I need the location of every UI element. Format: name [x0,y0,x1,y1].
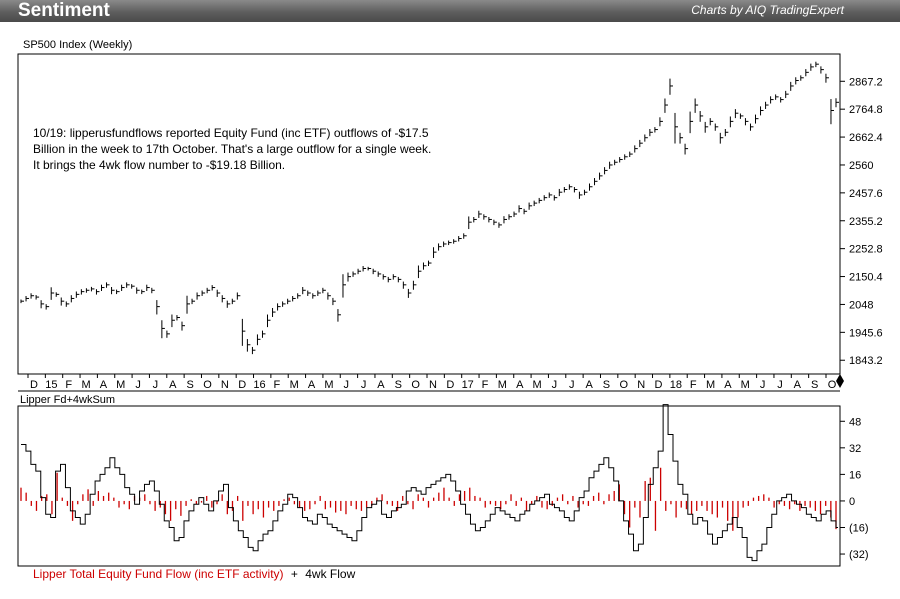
four-week-flow-line [21,404,838,562]
x-tick-label: A [100,379,108,391]
flow-panel-title: Lipper Fd+4wkSum [20,394,115,406]
x-tick-label: 18 [670,379,682,391]
x-tick-label: 17 [462,379,474,391]
credit-text: Charts by AIQ TradingExpert [691,3,844,17]
x-tick-label: 16 [253,379,265,391]
x-tick-label: J [344,379,350,391]
x-tick-label: F [482,379,489,391]
price-y-tick-label: 2662.4 [849,132,883,144]
title-bar: Sentiment Charts by AIQ TradingExpert [0,0,900,22]
legend-4wk-label: 4wk Flow [305,567,355,581]
x-tick-label: S [395,379,402,391]
x-tick-label: M [116,379,125,391]
x-tick-label: O [620,379,629,391]
axis-marker-up [836,374,844,381]
x-tick-label: D [238,379,246,391]
annotation-line-1: 10/19: lipperusfundflows reported Equity… [33,126,429,140]
price-series [20,61,839,355]
x-tick-label: M [533,379,542,391]
x-tick-label: A [169,379,177,391]
date-x-axis: D 15 F M A M J J A S O N D 16 F M A M J J A S O N D 17 F M A M J J A S O N D… [27,374,837,391]
four-week-line [21,404,838,562]
flow-y-tick-label: (32) [849,549,869,561]
x-tick-label: A [308,379,316,391]
x-tick-label: A [585,379,593,391]
x-tick-label: M [324,379,333,391]
x-tick-label: M [81,379,90,391]
x-tick-label: F [65,379,72,391]
annotation-line-2: Billion in the week to 17th October. Tha… [33,142,431,156]
price-y-tick-label: 1945.6 [849,327,883,339]
x-tick-label: A [724,379,732,391]
x-tick-label: A [794,379,802,391]
x-tick-label: S [186,379,193,391]
x-tick-label: D [30,379,38,391]
x-tick-label: D [446,379,454,391]
x-tick-label: D [655,379,663,391]
flow-y-tick-label: 48 [849,416,861,428]
price-panel-frame [17,53,841,375]
legend-flow-label: Lipper Total Equity Fund Flow (inc ETF a… [33,567,284,581]
price-y-tick-label: 2355.2 [849,216,883,228]
price-y-tick-label: 2867.2 [849,76,883,88]
x-tick-label: O [203,379,212,391]
x-tick-label: J [569,379,575,391]
x-tick-label: J [153,379,159,391]
x-tick-label: A [516,379,524,391]
flow-legend: Lipper Total Equity Fund Flow (inc ETF a… [33,567,356,581]
price-y-tick-label: 2048 [849,299,873,311]
x-tick-label: S [603,379,610,391]
x-tick-label: S [811,379,818,391]
price-y-tick-label: 2457.6 [849,188,883,200]
legend-separator: + [291,567,298,581]
x-tick-label: M [706,379,715,391]
price-y-tick-label: 2150.4 [849,272,883,284]
price-y-tick-label: 2252.8 [849,244,883,256]
x-tick-label: N [221,379,229,391]
flow-y-tick-label: 16 [849,469,861,481]
x-tick-label: M [290,379,299,391]
x-tick-label: N [429,379,437,391]
flow-y-tick-label: 32 [849,443,861,455]
x-tick-label: M [498,379,507,391]
flow-y-axis: 48 32 16 0 (16) (32) [840,416,869,561]
x-tick-label: F [690,379,697,391]
price-y-tick-label: 1843.2 [849,355,883,367]
x-tick-label: J [361,379,367,391]
x-tick-label: J [552,379,558,391]
price-y-tick-label: 2560 [849,160,873,172]
x-tick-label: J [760,379,766,391]
x-tick-label: M [741,379,750,391]
x-tick-label: J [135,379,141,391]
x-tick-label: A [377,379,385,391]
x-tick-label: 15 [45,379,57,391]
x-tick-label: F [274,379,281,391]
flow-bars [20,467,837,531]
app-title: Sentiment [18,0,110,21]
x-tick-label: J [777,379,783,391]
annotation-line-3: It brings the 4wk flow number to -$19.18… [33,158,285,172]
price-y-axis: 2867.2 2764.8 2662.4 2560 2457.6 2355.2 2252.8… [840,76,883,367]
flow-y-tick-label: 0 [849,496,855,508]
flow-panel-frame [17,405,841,567]
axis-marker-down [836,381,844,388]
x-tick-label: N [637,379,645,391]
price-panel-title: SP500 Index (Weekly) [23,39,132,51]
x-tick-label: O [411,379,420,391]
price-y-tick-label: 2764.8 [849,104,883,116]
x-tick-label: O [828,379,837,391]
flow-y-tick-label: (16) [849,522,869,534]
